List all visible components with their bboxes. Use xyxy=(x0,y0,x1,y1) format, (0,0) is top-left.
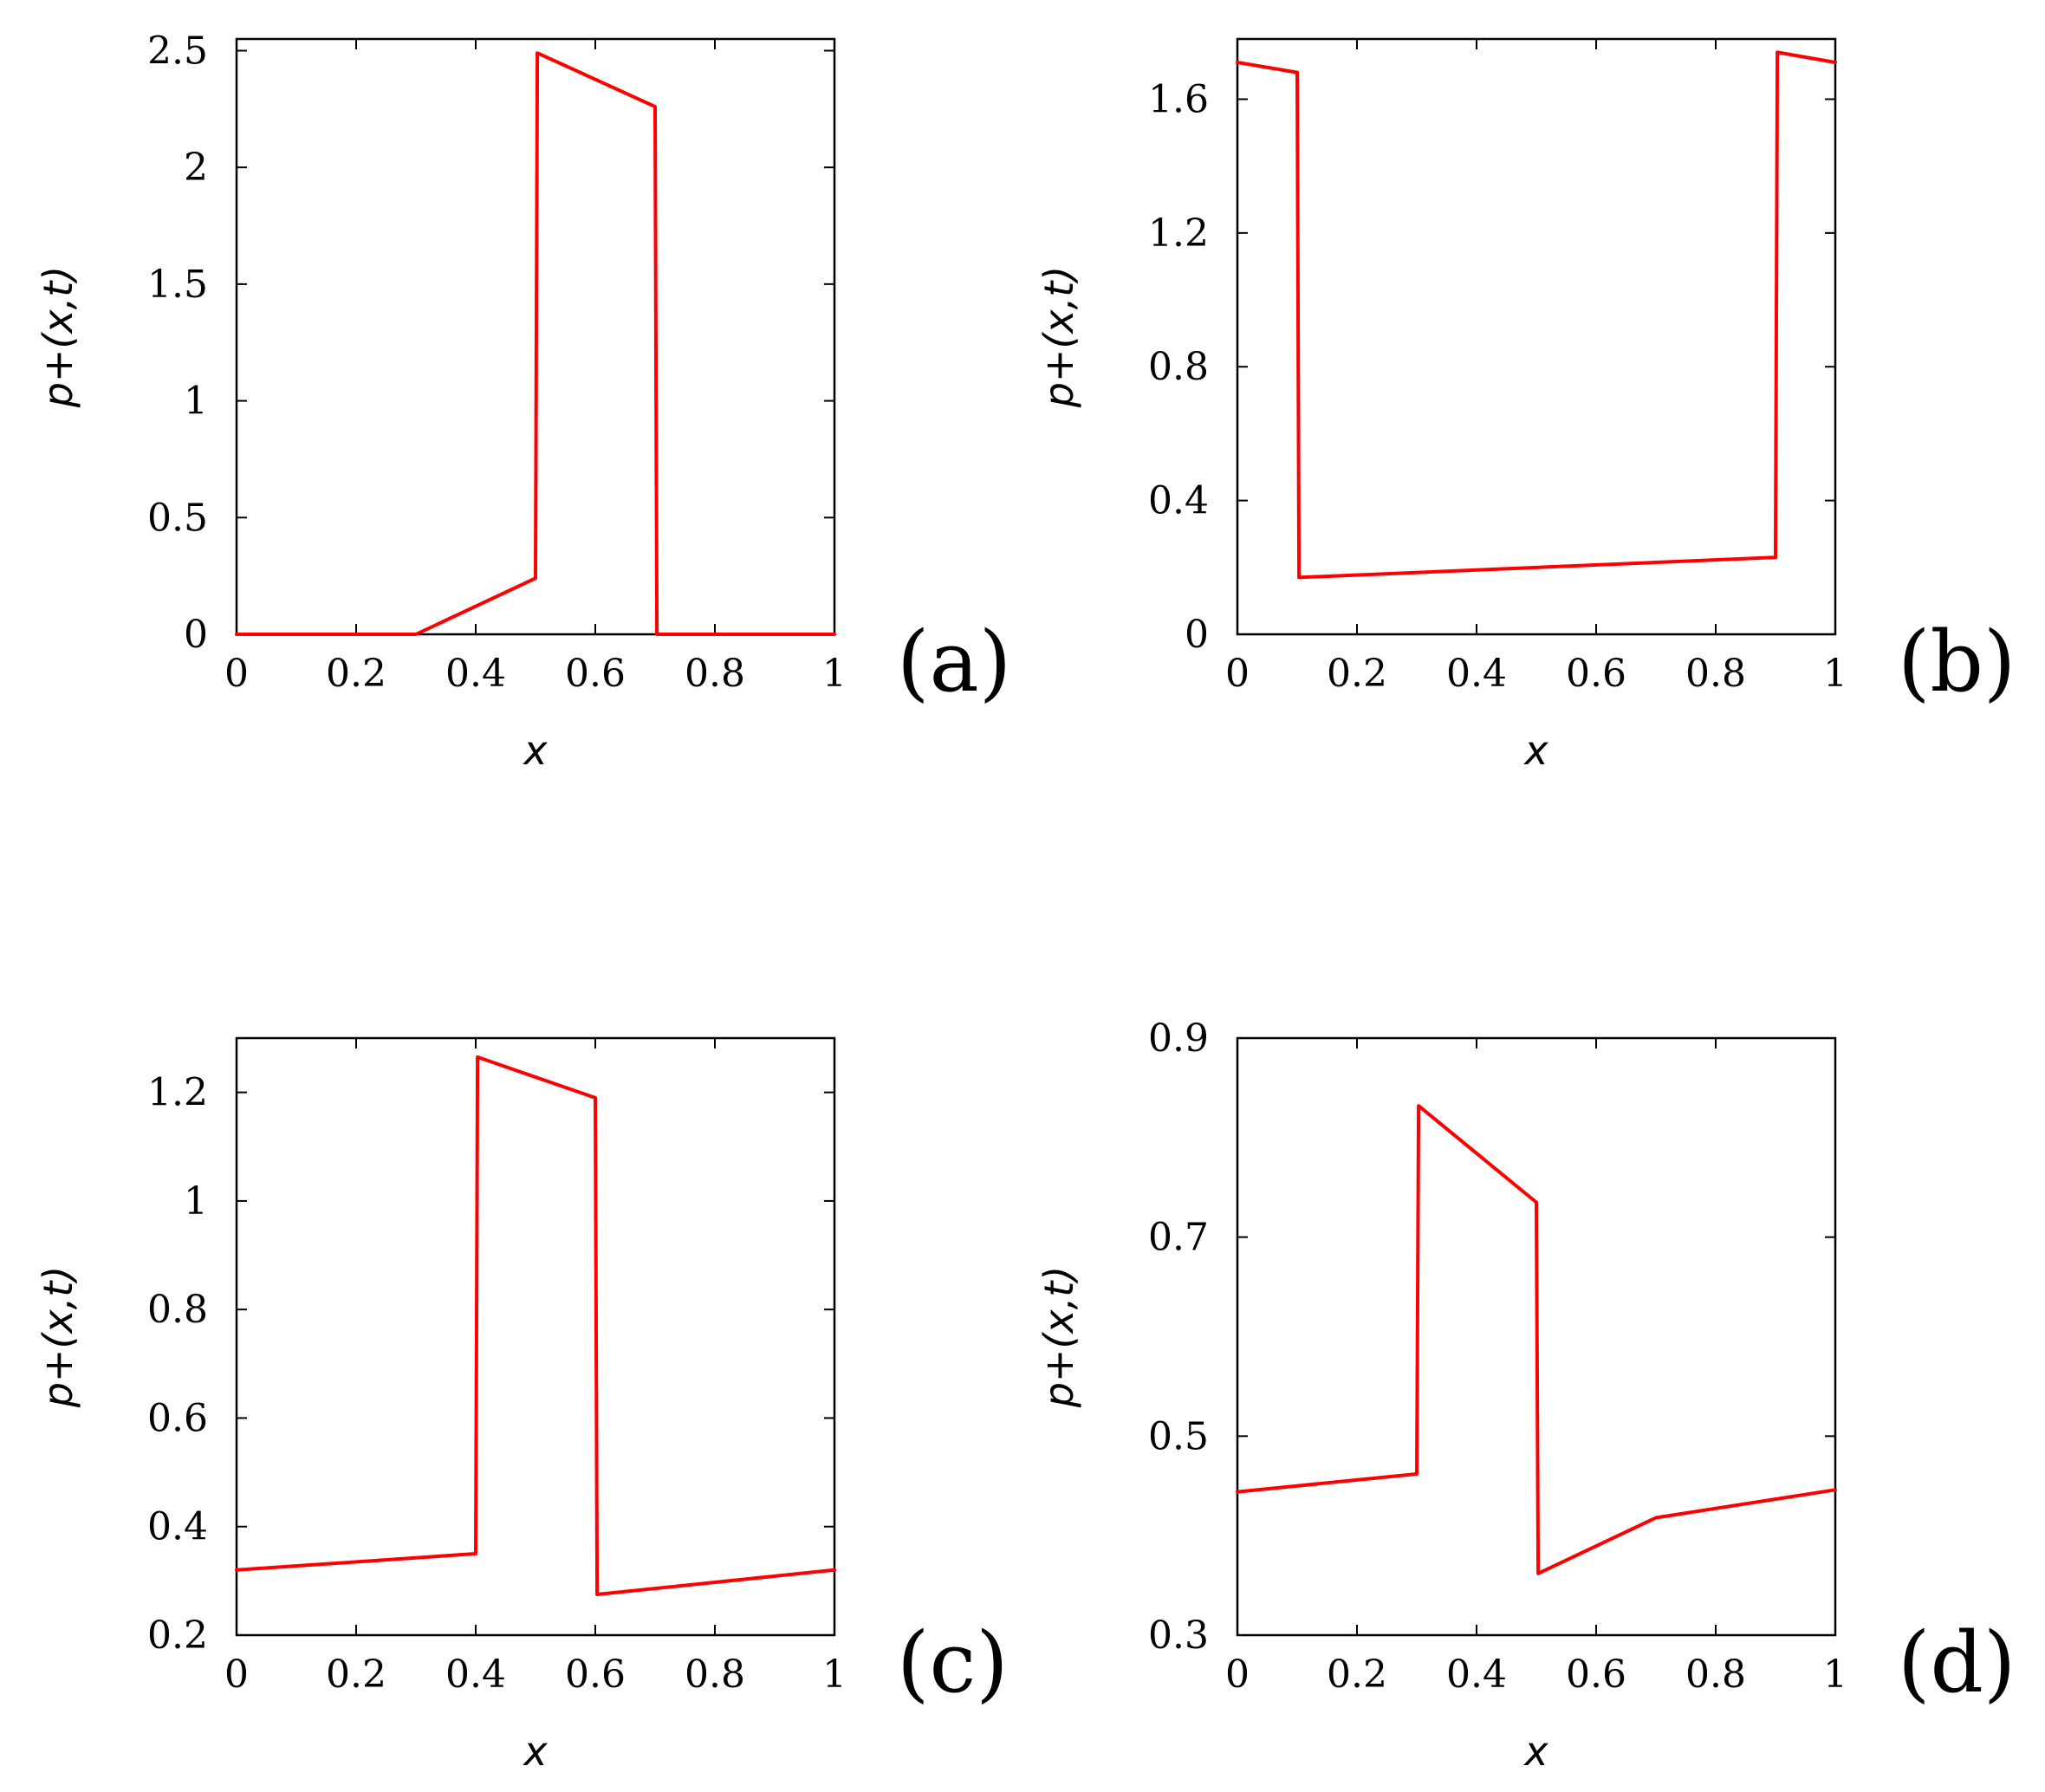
y-tick-label-b: 0 xyxy=(1185,613,1209,657)
x-tick-label-a: 0.6 xyxy=(565,652,626,696)
x-tick-label-c: 1 xyxy=(822,1652,847,1697)
panel-d: 0 0.2 0.4 0.6 0.8 1 0.3 0.5 0.7 0.9 x p+(x,t) (d) xyxy=(1035,1016,2016,1775)
y-tick-label-b: 1.6 xyxy=(1148,77,1209,121)
x-tick-label-b: 0.6 xyxy=(1566,652,1626,696)
x-tick-label-d: 1 xyxy=(1823,1652,1847,1697)
x-tick-label-d: 0.2 xyxy=(1327,1652,1387,1697)
panel-label-b: (b) xyxy=(1898,614,2016,711)
y-tick-label-b: 0.4 xyxy=(1148,479,1209,523)
y-tick-label-c: 0.2 xyxy=(147,1613,208,1658)
series-line-c xyxy=(235,1055,836,1596)
x-tick-label-b: 0.4 xyxy=(1446,652,1507,696)
x-axis-label-d: x xyxy=(1522,1728,1548,1775)
plot-frame-d xyxy=(1236,1036,1837,1637)
y-axis-label-c: p+(x,t) xyxy=(35,1266,81,1409)
plot-frame-b xyxy=(1236,37,1837,636)
x-tick-label-d: 0.6 xyxy=(1566,1652,1626,1697)
y-tick-label-b: 0.8 xyxy=(1148,345,1209,389)
x-tick-label-d: 0.4 xyxy=(1446,1652,1507,1697)
x-tick-label-a: 1 xyxy=(822,652,847,696)
y-tick-label-d: 0.5 xyxy=(1148,1414,1209,1458)
y-tick-label-c: 1 xyxy=(184,1179,208,1224)
panel-label-c: (c) xyxy=(897,1614,1009,1711)
panel-a: 0 0.2 0.4 0.6 0.8 1 0 0.5 1 1.5 2 2.5 x p+(x,t) (a) xyxy=(35,29,1011,774)
x-tick-label-a: 0.8 xyxy=(685,652,745,696)
plot-frame-a xyxy=(235,37,836,636)
y-axis-label-a: p+(x,t) xyxy=(35,266,81,409)
x-tick-label-c: 0.4 xyxy=(445,1652,506,1697)
x-tick-label-c: 0.2 xyxy=(326,1652,386,1697)
x-tick-label-b: 0 xyxy=(1225,652,1250,696)
x-tick-label-a: 0.2 xyxy=(326,652,386,696)
y-tick-label-c: 0.8 xyxy=(147,1288,208,1332)
y-tick-label-a: 2 xyxy=(184,146,208,190)
x-tick-label-b: 0.8 xyxy=(1685,652,1746,696)
y-tick-label-c: 1.2 xyxy=(147,1071,208,1115)
x-tick-label-b: 0.2 xyxy=(1327,652,1387,696)
y-tick-label-b: 1.2 xyxy=(1148,211,1209,256)
y-tick-label-a: 1 xyxy=(184,380,208,424)
panel-label-a: (a) xyxy=(897,614,1011,711)
x-axis-label-b: x xyxy=(1522,727,1548,774)
y-tick-label-c: 0.4 xyxy=(147,1505,208,1549)
y-tick-label-d: 0.7 xyxy=(1148,1216,1209,1260)
series-line-b xyxy=(1236,50,1837,580)
y-tick-label-a: 0 xyxy=(184,613,208,657)
x-axis-label-c: x xyxy=(522,1728,548,1775)
y-tick-label-d: 0.9 xyxy=(1148,1016,1209,1061)
y-tick-label-a: 0.5 xyxy=(147,496,208,540)
x-tick-label-c: 0.6 xyxy=(565,1652,626,1697)
panel-b: 0 0.2 0.4 0.6 0.8 1 0 0.4 0.8 1.2 1.6 x p+(x,t) (b) xyxy=(1035,37,2016,774)
plot-frame-c xyxy=(235,1036,836,1637)
x-tick-label-c: 0 xyxy=(224,1652,249,1697)
x-tick-label-d: 0.8 xyxy=(1685,1652,1746,1697)
y-tick-label-a: 1.5 xyxy=(147,263,208,307)
panel-c: 0 0.2 0.4 0.6 0.8 1 0.2 0.4 0.6 0.8 1 1.2 x p+(x,t) (c… xyxy=(35,1036,1009,1775)
y-tick-label-d: 0.3 xyxy=(1148,1613,1209,1658)
x-tick-label-a: 0.4 xyxy=(445,652,506,696)
y-axis-label-d: p+(x,t) xyxy=(1035,1266,1082,1409)
x-tick-label-b: 1 xyxy=(1823,652,1847,696)
x-tick-label-a: 0 xyxy=(224,652,249,696)
series-line-d xyxy=(1236,1104,1837,1575)
x-axis-label-a: x xyxy=(522,727,548,774)
x-tick-label-c: 0.8 xyxy=(685,1652,745,1697)
series-line-a xyxy=(235,51,836,636)
panel-label-d: (d) xyxy=(1898,1614,2016,1711)
y-tick-label-c: 0.6 xyxy=(147,1396,208,1440)
x-tick-label-d: 0 xyxy=(1225,1652,1250,1697)
y-tick-label-a: 2.5 xyxy=(147,29,208,73)
y-axis-label-b: p+(x,t) xyxy=(1035,266,1082,409)
